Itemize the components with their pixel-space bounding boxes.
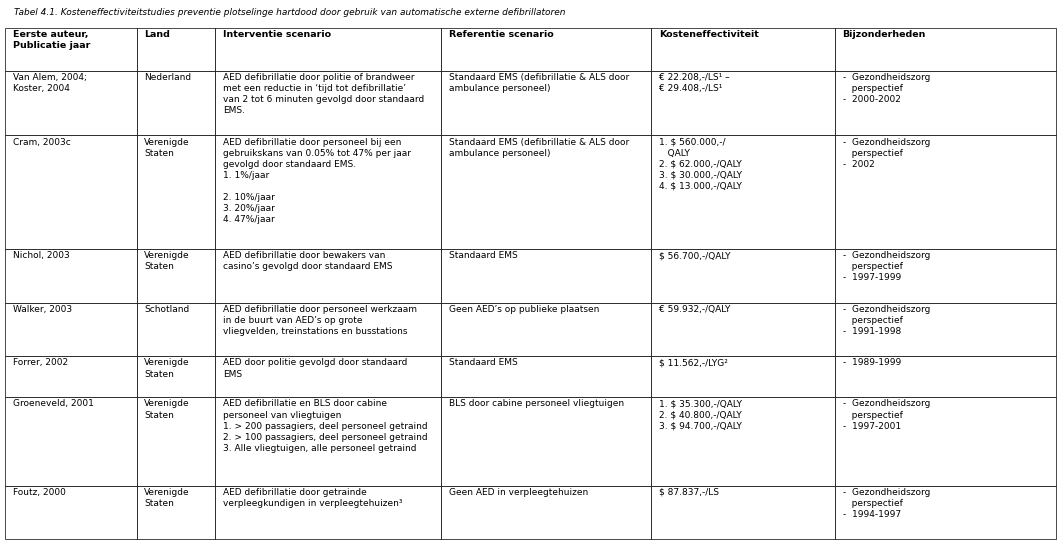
Text: Nederland: Nederland — [144, 73, 191, 82]
Bar — [5, 486, 136, 539]
Text: Verenigde
Staten: Verenigde Staten — [144, 358, 189, 378]
Text: AED defibrillatie door personeel werkzaam
in de buurt van AED’s op grote
vliegve: AED defibrillatie door personeel werkzaa… — [223, 305, 417, 336]
Bar — [835, 486, 1056, 539]
Text: AED defibrillatie door personeel bij een
gebruikskans van 0.05% tot 47% per jaar: AED defibrillatie door personeel bij een… — [223, 138, 411, 224]
Bar — [136, 136, 216, 249]
Text: Cram, 2003c: Cram, 2003c — [13, 138, 71, 146]
Text: -  Gezondheidszorg
   perspectief
-  1994-1997: - Gezondheidszorg perspectief - 1994-199… — [842, 488, 930, 519]
Text: -  Gezondheidszorg
   perspectief
-  1991-1998: - Gezondheidszorg perspectief - 1991-199… — [842, 305, 930, 336]
Text: Nichol, 2003: Nichol, 2003 — [13, 251, 70, 260]
Text: Groeneveld, 2001: Groeneveld, 2001 — [13, 399, 93, 409]
Text: Verenigde
Staten: Verenigde Staten — [144, 399, 189, 420]
Bar — [136, 28, 216, 70]
Text: 1. $ 560.000,-/
   QALY
2. $ 62.000,-/QALY
3. $ 30.000,-/QALY
4. $ 13.000,-/QALY: 1. $ 560.000,-/ QALY 2. $ 62.000,-/QALY … — [659, 138, 742, 191]
Text: Forrer, 2002: Forrer, 2002 — [13, 358, 68, 367]
Bar — [652, 397, 835, 486]
Text: Bijzonderheden: Bijzonderheden — [842, 30, 926, 39]
Text: Geen AED in verpleegtehuizen: Geen AED in verpleegtehuizen — [449, 488, 588, 497]
Bar — [5, 70, 136, 136]
Text: $ 11.562,-/LYG²: $ 11.562,-/LYG² — [659, 358, 728, 367]
Bar — [835, 136, 1056, 249]
Text: AED defibrillatie door politie of brandweer
met een reductie in ‘tijd tot defibr: AED defibrillatie door politie of brandw… — [223, 73, 424, 115]
Bar — [216, 28, 441, 70]
Bar — [441, 249, 652, 302]
Bar — [5, 28, 136, 70]
Text: Standaard EMS (defibrillatie & ALS door
ambulance personeel): Standaard EMS (defibrillatie & ALS door … — [449, 73, 628, 93]
Bar — [216, 249, 441, 302]
Bar — [835, 70, 1056, 136]
Bar — [136, 356, 216, 397]
Text: Standaard EMS: Standaard EMS — [449, 358, 517, 367]
Text: Walker, 2003: Walker, 2003 — [13, 305, 72, 314]
Bar — [5, 356, 136, 397]
Bar — [136, 249, 216, 302]
Bar — [835, 28, 1056, 70]
Text: -  Gezondheidszorg
   perspectief
-  2002: - Gezondheidszorg perspectief - 2002 — [842, 138, 930, 169]
Bar — [652, 302, 835, 356]
Bar — [5, 397, 136, 486]
Text: Foutz, 2000: Foutz, 2000 — [13, 488, 66, 497]
Text: -  Gezondheidszorg
   perspectief
-  2000-2002: - Gezondheidszorg perspectief - 2000-200… — [842, 73, 930, 104]
Text: Verenigde
Staten: Verenigde Staten — [144, 138, 189, 158]
Text: Land: Land — [144, 30, 170, 39]
Text: 1. $ 35.300,-/QALY
2. $ 40.800,-/QALY
3. $ 94.700,-/QALY: 1. $ 35.300,-/QALY 2. $ 40.800,-/QALY 3.… — [659, 399, 742, 431]
Text: Standaard EMS: Standaard EMS — [449, 251, 517, 260]
Bar — [652, 70, 835, 136]
Text: AED defibrillatie en BLS door cabine
personeel van vliegtuigen
1. > 200 passagie: AED defibrillatie en BLS door cabine per… — [223, 399, 427, 453]
Bar — [441, 356, 652, 397]
Bar — [652, 136, 835, 249]
Bar — [652, 28, 835, 70]
Text: BLS door cabine personeel vliegtuigen: BLS door cabine personeel vliegtuigen — [449, 399, 624, 409]
Bar — [136, 70, 216, 136]
Bar — [5, 302, 136, 356]
Bar — [441, 486, 652, 539]
Bar — [835, 249, 1056, 302]
Text: Interventie scenario: Interventie scenario — [223, 30, 331, 39]
Bar — [216, 397, 441, 486]
Bar — [835, 356, 1056, 397]
Text: AED defibrillatie door getrainde
verpleegkundigen in verpleegtehuizen³: AED defibrillatie door getrainde verplee… — [223, 488, 402, 508]
Text: -  Gezondheidszorg
   perspectief
-  1997-2001: - Gezondheidszorg perspectief - 1997-200… — [842, 399, 930, 431]
Text: Van Alem, 2004;
Koster, 2004: Van Alem, 2004; Koster, 2004 — [13, 73, 87, 93]
Bar — [441, 136, 652, 249]
Text: $ 87.837,-/LS: $ 87.837,-/LS — [659, 488, 718, 497]
Text: Referentie scenario: Referentie scenario — [449, 30, 553, 39]
Bar — [216, 486, 441, 539]
Bar — [216, 356, 441, 397]
Text: Eerste auteur,
Publicatie jaar: Eerste auteur, Publicatie jaar — [13, 30, 90, 50]
Bar — [216, 70, 441, 136]
Bar — [835, 397, 1056, 486]
Text: -  1989-1999: - 1989-1999 — [842, 358, 900, 367]
Bar — [441, 70, 652, 136]
Bar — [652, 356, 835, 397]
Text: $ 56.700,-/QALY: $ 56.700,-/QALY — [659, 251, 730, 260]
Bar — [136, 486, 216, 539]
Text: AED defibrillatie door bewakers van
casino’s gevolgd door standaard EMS: AED defibrillatie door bewakers van casi… — [223, 251, 393, 271]
Bar — [652, 249, 835, 302]
Text: -  Gezondheidszorg
   perspectief
-  1997-1999: - Gezondheidszorg perspectief - 1997-199… — [842, 251, 930, 282]
Text: Standaard EMS (defibrillatie & ALS door
ambulance personeel): Standaard EMS (defibrillatie & ALS door … — [449, 138, 628, 158]
Bar — [136, 397, 216, 486]
Text: € 59.932,-/QALY: € 59.932,-/QALY — [659, 305, 730, 314]
Text: Tabel 4.1. Kosteneffectiviteitstudies preventie plotselinge hartdood door gebrui: Tabel 4.1. Kosteneffectiviteitstudies pr… — [14, 8, 565, 17]
Bar — [835, 302, 1056, 356]
Text: Geen AED’s op publieke plaatsen: Geen AED’s op publieke plaatsen — [449, 305, 599, 314]
Text: € 22.208,-/LS¹ –
€ 29.408,-/LS¹: € 22.208,-/LS¹ – € 29.408,-/LS¹ — [659, 73, 729, 93]
Bar — [441, 28, 652, 70]
Bar — [441, 302, 652, 356]
Bar — [5, 136, 136, 249]
Bar — [5, 249, 136, 302]
Bar — [136, 302, 216, 356]
Bar — [441, 397, 652, 486]
Bar — [652, 486, 835, 539]
Text: Kosteneffectiviteit: Kosteneffectiviteit — [659, 30, 759, 39]
Text: AED door politie gevolgd door standaard
EMS: AED door politie gevolgd door standaard … — [223, 358, 407, 378]
Bar — [216, 302, 441, 356]
Text: Verenigde
Staten: Verenigde Staten — [144, 488, 189, 508]
Text: Schotland: Schotland — [144, 305, 189, 314]
Text: Verenigde
Staten: Verenigde Staten — [144, 251, 189, 271]
Bar — [216, 136, 441, 249]
